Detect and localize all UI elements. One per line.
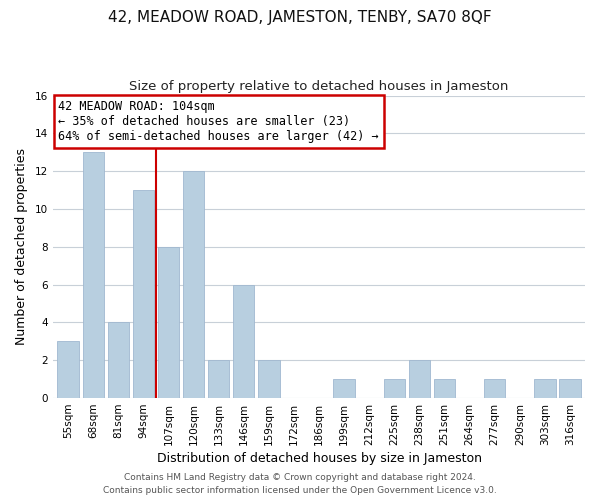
Bar [58, 342, 79, 398]
Bar [133, 190, 154, 398]
Bar [434, 379, 455, 398]
Bar [107, 322, 129, 398]
Bar [383, 379, 405, 398]
Bar [83, 152, 104, 398]
Bar [183, 171, 204, 398]
Bar [158, 247, 179, 398]
Text: Contains HM Land Registry data © Crown copyright and database right 2024.
Contai: Contains HM Land Registry data © Crown c… [103, 474, 497, 495]
Bar [334, 379, 355, 398]
Text: 42 MEADOW ROAD: 104sqm
← 35% of detached houses are smaller (23)
64% of semi-det: 42 MEADOW ROAD: 104sqm ← 35% of detached… [58, 100, 379, 143]
Bar [559, 379, 581, 398]
Bar [258, 360, 280, 398]
Bar [233, 284, 254, 398]
Bar [484, 379, 505, 398]
Bar [208, 360, 229, 398]
Y-axis label: Number of detached properties: Number of detached properties [15, 148, 28, 346]
Title: Size of property relative to detached houses in Jameston: Size of property relative to detached ho… [130, 80, 509, 93]
X-axis label: Distribution of detached houses by size in Jameston: Distribution of detached houses by size … [157, 452, 482, 465]
Bar [409, 360, 430, 398]
Text: 42, MEADOW ROAD, JAMESTON, TENBY, SA70 8QF: 42, MEADOW ROAD, JAMESTON, TENBY, SA70 8… [108, 10, 492, 25]
Bar [534, 379, 556, 398]
